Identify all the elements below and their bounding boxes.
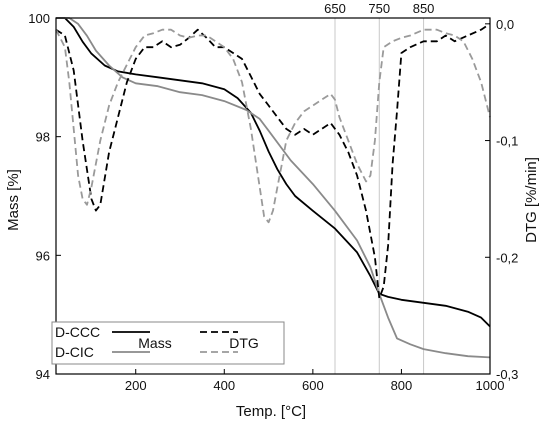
reference-line-label-650: 650 <box>324 1 346 16</box>
legend: D-CCC D-CIC Mass DTG <box>51 321 285 365</box>
y2-axis-title: DTG [%/min] <box>523 157 540 243</box>
series-line-d-ccc-mass <box>56 17 491 328</box>
ticks: 200 400 600 800 1000 94 96 98 100 -0,3 -0,2 -0,1 0,0 <box>28 11 518 393</box>
legend-row-label-d-cic: D-CIC <box>55 344 94 360</box>
y2-tick-label-2: -0,1 <box>496 134 518 149</box>
x-tick-label-200: 200 <box>125 378 147 393</box>
y-axis-title: Mass [%] <box>5 169 22 231</box>
y-tick-label-96: 96 <box>36 248 50 263</box>
series-line-d-cic-dtg <box>55 28 491 224</box>
plot-frame <box>55 17 491 375</box>
y2-tick-label-1: -0,2 <box>496 250 518 265</box>
x-tick-label-600: 600 <box>302 378 324 393</box>
y-tick-label-98: 98 <box>36 130 50 145</box>
y-tick-label-100: 100 <box>28 11 50 26</box>
series-line-d-cic-mass <box>56 17 491 359</box>
x-tick-label-400: 400 <box>213 378 235 393</box>
x-tick-label-1000: 1000 <box>476 378 505 393</box>
y2-tick-label-0: -0,3 <box>496 367 518 382</box>
plot-area-border <box>55 17 491 375</box>
series-lines <box>55 17 491 359</box>
series-line-d-ccc-dtg <box>55 23 491 299</box>
legend-column-label-mass: Mass <box>138 335 171 351</box>
reference-lines: 650 750 850 <box>324 1 434 374</box>
axis-titles: Temp. [°C] Mass [%] DTG [%/min] <box>5 157 540 420</box>
y2-tick-label-3: 0,0 <box>496 17 514 32</box>
reference-line-label-850: 850 <box>413 1 435 16</box>
reference-line-label-750: 750 <box>368 1 390 16</box>
y-tick-label-94: 94 <box>36 367 50 382</box>
legend-column-label-dtg: DTG <box>229 335 259 351</box>
x-axis-title: Temp. [°C] <box>236 403 306 420</box>
legend-box <box>51 321 285 365</box>
legend-row-label-d-ccc: D-CCC <box>55 324 100 340</box>
x-tick-label-800: 800 <box>391 378 413 393</box>
